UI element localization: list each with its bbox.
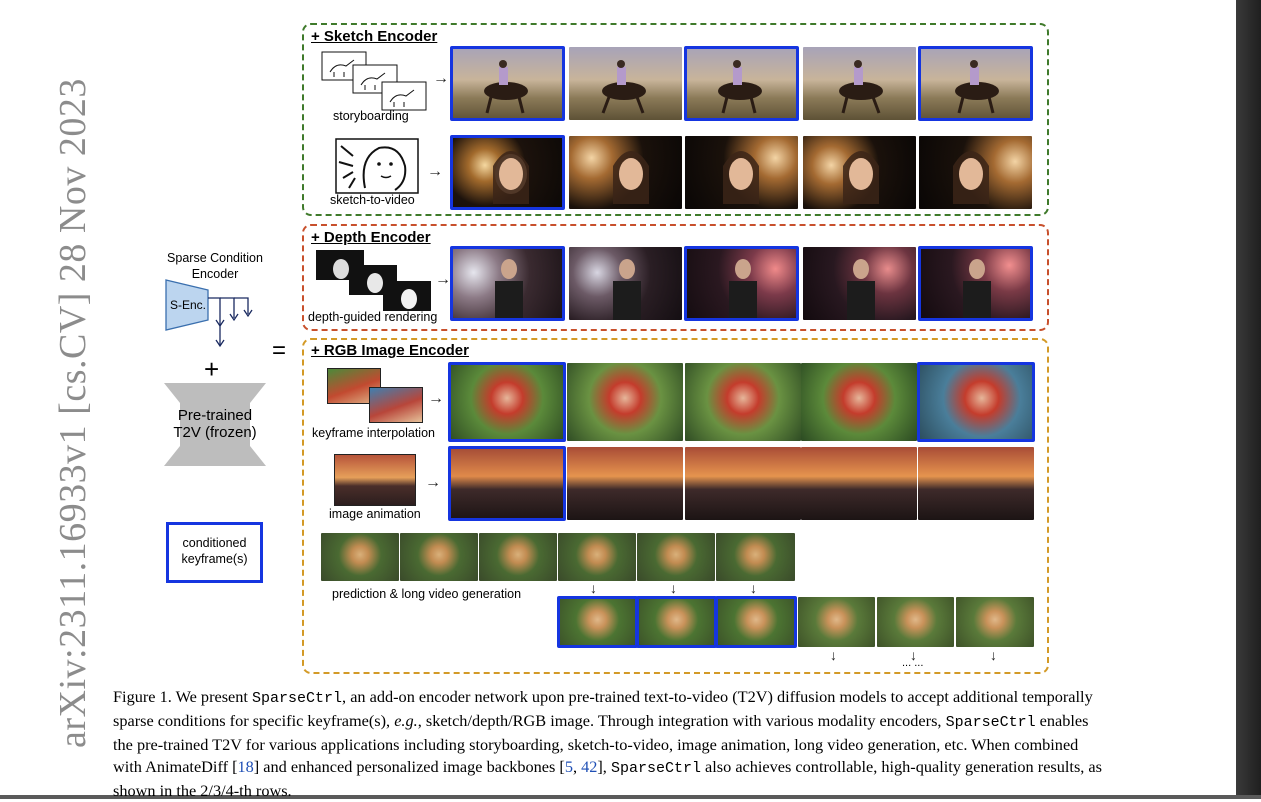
interp-frame-2 [567, 363, 683, 441]
sunset-frame-2 [567, 447, 683, 520]
sparse-encoder-title: Sparse Condition Encoder [167, 251, 263, 281]
window-bottom-edge [0, 795, 1261, 799]
arrow-right-icon: → [427, 163, 443, 180]
storyboard-frame-2 [569, 47, 682, 120]
arxiv-stamp: arXiv:2311.16933v1 [cs.CV] 28 Nov 2023 [52, 78, 94, 748]
dog-context-frame-5 [637, 533, 715, 581]
caption-text: ], [597, 757, 611, 776]
senc-label: S-Enc. [170, 298, 207, 312]
interp-frame-4 [801, 363, 917, 441]
t2v-label: Pre-trained T2V (frozen) [173, 407, 257, 441]
citation-link[interactable]: 18 [237, 757, 254, 776]
caption-text: ] and enhanced personalized image backbo… [253, 757, 565, 776]
depth-panel-title: + Depth Encoder [311, 229, 431, 246]
dog-generated-frame-5 [877, 597, 954, 647]
caption-text: also achieves controllable, high-quality… [113, 757, 1102, 800]
sunset-frame-5 [918, 447, 1034, 520]
depth-frame-4 [803, 247, 916, 320]
method-name: SparseCtrl [252, 690, 343, 707]
rgb-encoder-panel [302, 338, 1049, 674]
interp-frame-5 [917, 362, 1035, 442]
fireworks-frame-1 [450, 135, 565, 210]
sketch-encoder-panel [302, 23, 1049, 216]
storyboard-frame-4 [803, 47, 916, 120]
equals-sign: = [272, 337, 287, 364]
storyboarding-caption: storyboarding [333, 109, 409, 123]
depth-frame-2 [569, 247, 682, 320]
caption-text: , an add-on encoder network upon pre-tra… [113, 687, 1093, 730]
keyframe-legend-label: conditioned keyframe(s) [181, 536, 248, 566]
caption-text: enables the pre-trained T2V for various … [113, 711, 1089, 776]
sunset-frame-4 [801, 447, 917, 520]
fireworks-frame-2 [569, 136, 682, 209]
sketch-panel-title: + Sketch Encoder [311, 28, 438, 45]
dog-context-frame-4 [558, 533, 636, 581]
ellipsis-label: ... ... [902, 657, 924, 669]
image-animation-thumb [334, 454, 416, 506]
arrow-right-icon: → [433, 70, 449, 87]
arrow-right-icon: → [435, 271, 451, 288]
depth-frame-5 [918, 246, 1033, 321]
window-edge [1236, 0, 1261, 799]
sparse-encoder-icon [165, 279, 253, 348]
fireworks-frame-5 [919, 136, 1032, 209]
dog-generated-frame-1 [557, 596, 638, 648]
dog-context-frame-3 [479, 533, 557, 581]
interp-frame-3 [685, 363, 801, 441]
image-animation-caption: image animation [329, 507, 421, 521]
arrow-down-icon: ↓ [750, 580, 757, 596]
keyframe-interp-caption: keyframe interpolation [312, 426, 435, 440]
citation-link[interactable]: 5 [564, 757, 573, 776]
depth-frame-1 [450, 246, 565, 321]
depth-map-icon [316, 250, 431, 311]
caption-text: We present [171, 687, 253, 706]
dog-context-frame-2 [400, 533, 478, 581]
storyboard-sketch-icon [321, 51, 427, 111]
caption-text: , [572, 757, 582, 776]
rgb-panel-title: + RGB Image Encoder [311, 342, 469, 359]
method-name: SparseCtrl [945, 714, 1036, 731]
interp-frame-1 [448, 362, 566, 442]
arrow-right-icon: → [428, 390, 444, 407]
arrow-down-icon: ↓ [830, 647, 837, 663]
storyboard-frame-3 [684, 46, 799, 121]
sketch-to-video-caption: sketch-to-video [330, 193, 415, 207]
depth-encoder-panel [302, 224, 1049, 331]
keyframe-thumb-2 [369, 387, 423, 423]
arrow-down-icon: ↓ [670, 580, 677, 596]
t2v-hourglass-icon [164, 383, 266, 466]
depth-guided-caption: depth-guided rendering [308, 310, 438, 324]
plus-sign: + [204, 354, 220, 384]
fireworks-frame-3 [685, 136, 798, 209]
dog-generated-frame-3 [715, 596, 797, 648]
sunset-frame-3 [685, 447, 801, 520]
citation-link[interactable]: 42 [581, 757, 598, 776]
arrow-right-icon: → [425, 474, 441, 491]
dog-generated-frame-2 [636, 596, 717, 648]
figure-caption: Figure 1. We present SparseCtrl, an add-… [113, 686, 1108, 802]
figure-label: Figure 1. [113, 687, 172, 706]
fireworks-frame-4 [803, 136, 916, 209]
face-sketch-icon [335, 138, 419, 194]
storyboard-frame-1 [450, 46, 565, 121]
storyboard-frame-5 [918, 46, 1033, 121]
depth-frame-3 [684, 246, 799, 321]
arrow-down-icon: ↓ [990, 647, 997, 663]
arrow-down-icon: ↓ [590, 580, 597, 596]
dog-generated-frame-6 [956, 597, 1034, 647]
dog-context-frame-6 [716, 533, 795, 581]
caption-text: , sketch/depth/RGB image. Through integr… [417, 711, 946, 730]
method-name: SparseCtrl [610, 760, 701, 777]
keyframe-legend-box: conditioned keyframe(s) [166, 522, 263, 583]
dog-context-frame-1 [321, 533, 399, 581]
arrow-down-icon: ↓ [910, 647, 917, 663]
prediction-caption: prediction & long video generation [332, 587, 522, 601]
dog-generated-frame-4 [798, 597, 875, 647]
caption-eg: e.g. [394, 711, 418, 730]
sunset-frame-1 [448, 446, 566, 521]
